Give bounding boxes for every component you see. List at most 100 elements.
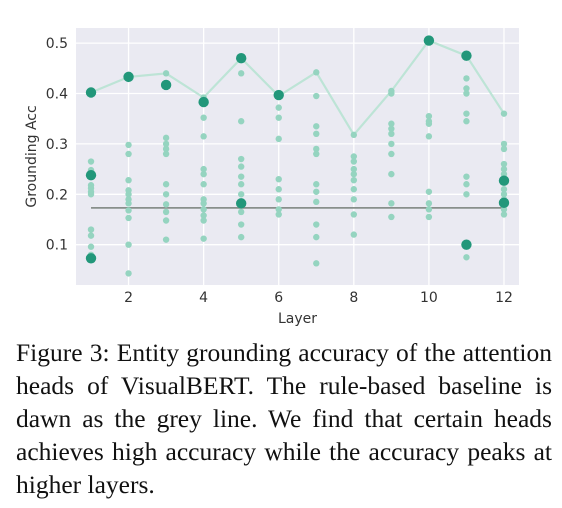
head-point: [350, 231, 358, 238]
head-point: [162, 134, 170, 142]
head-point: [313, 188, 320, 195]
head-point: [125, 207, 132, 214]
head-point: [237, 221, 245, 228]
head-point: [237, 163, 245, 170]
head-point: [425, 133, 433, 140]
y-axis-label: Grounding Acc: [24, 105, 40, 207]
head-point: [162, 208, 170, 216]
y-tick-label: 0.5: [46, 36, 68, 52]
head-point: [500, 160, 508, 168]
x-tick-label: 6: [274, 290, 283, 306]
head-point: [87, 191, 95, 198]
head-point: [350, 131, 358, 139]
head-point: [162, 150, 170, 158]
head-point: [237, 70, 245, 77]
head-point: [275, 206, 282, 213]
head-point: [388, 170, 395, 178]
head-point: [425, 206, 433, 213]
head-point: [200, 200, 207, 207]
head-point: [463, 181, 470, 188]
highlight-point: [85, 253, 97, 264]
head-point: [125, 214, 132, 222]
head-point: [463, 90, 470, 97]
head-point: [350, 176, 358, 184]
head-point: [463, 85, 470, 92]
y-tick-label: 0.2: [46, 187, 68, 203]
head-point: [500, 211, 508, 218]
head-point: [275, 211, 282, 218]
max-accuracy-line: [90, 39, 505, 137]
head-point: [200, 217, 207, 224]
highlight-point: [198, 96, 209, 108]
head-point: [463, 173, 470, 180]
head-point: [425, 120, 433, 127]
head-point: [162, 181, 170, 188]
head-point: [313, 69, 320, 76]
head-point: [463, 110, 470, 117]
head-point: [425, 213, 433, 221]
head-point: [237, 191, 245, 198]
head-point: [125, 191, 132, 198]
head-point: [162, 201, 170, 208]
highlight-point: [160, 79, 172, 91]
head-point: [388, 130, 395, 138]
head-point: [200, 165, 207, 173]
head-point: [275, 196, 282, 203]
highlight-point: [461, 50, 472, 61]
head-point: [500, 165, 508, 173]
head-point: [350, 165, 358, 173]
plot-area: [76, 28, 519, 285]
head-point: [388, 150, 395, 158]
head-point: [425, 112, 433, 120]
head-point: [313, 130, 320, 138]
head-point: [275, 114, 282, 121]
head-point: [200, 206, 207, 213]
head-point: [500, 110, 508, 117]
head-point: [125, 270, 132, 277]
head-point: [388, 125, 395, 132]
head-point: [200, 114, 207, 121]
chart: 2 4 6 8 10 12 0.1 0.2 0.3 0.4 0.5 Layer Grounding …: [24, 28, 519, 327]
highlight-point: [85, 87, 97, 98]
highlight-point: [235, 198, 247, 209]
head-point: [313, 233, 320, 241]
head-point: [388, 90, 395, 97]
head-point: [463, 254, 470, 261]
points: [85, 35, 510, 277]
head-point: [350, 196, 358, 203]
head-point: [200, 212, 207, 219]
head-point: [388, 120, 395, 127]
head-point: [87, 158, 95, 165]
head-point: [200, 235, 207, 242]
highlight-point: [85, 169, 97, 181]
head-point: [200, 181, 207, 188]
head-point: [463, 118, 470, 125]
head-point: [500, 140, 508, 148]
head-point: [350, 211, 358, 218]
head-point: [275, 104, 282, 111]
head-point: [125, 241, 132, 248]
head-point: [350, 170, 358, 178]
head-point: [125, 150, 132, 158]
head-point: [313, 145, 320, 153]
highlight-point: [123, 71, 134, 83]
head-point: [500, 186, 508, 193]
head-point: [275, 186, 282, 193]
head-point: [237, 181, 245, 188]
head-point: [388, 140, 395, 148]
head-point: [350, 153, 358, 160]
head-point: [350, 158, 358, 165]
head-point: [125, 200, 132, 207]
highlight-point: [498, 197, 510, 209]
head-point: [425, 200, 433, 207]
head-point: [162, 217, 170, 224]
head-point: [125, 141, 132, 149]
head-point: [313, 221, 320, 228]
x-tick-label: 8: [349, 290, 358, 306]
highlight-point: [273, 89, 284, 101]
head-point: [237, 155, 245, 163]
head-point: [425, 188, 433, 195]
head-point: [237, 173, 245, 180]
head-point: [313, 92, 320, 100]
head-point: [162, 191, 170, 198]
